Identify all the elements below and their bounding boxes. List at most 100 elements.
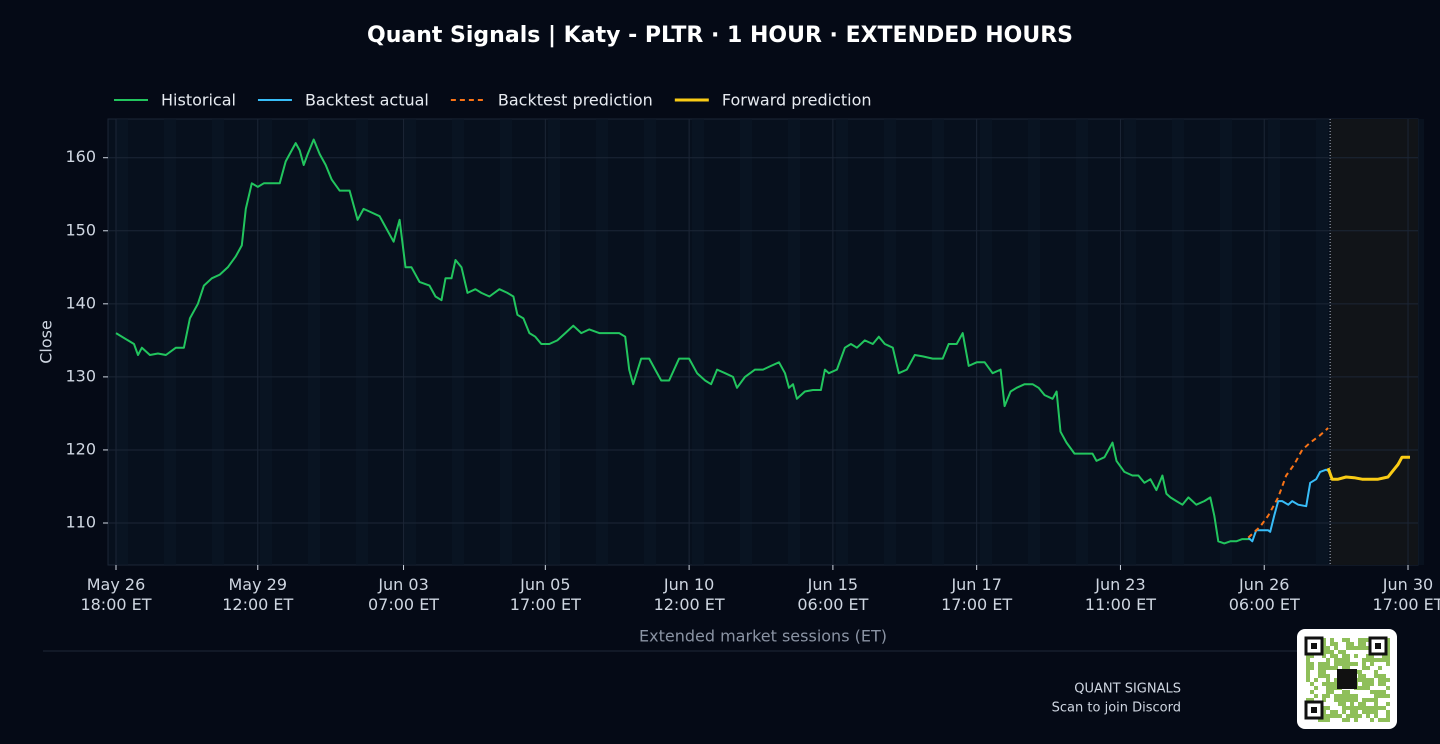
qr-cell [1342, 710, 1346, 714]
forecast-region [1330, 119, 1418, 565]
qr-cell [1362, 662, 1366, 666]
session-band [740, 119, 752, 565]
qr-cell [1342, 650, 1346, 654]
qr-cell [1330, 666, 1334, 670]
qr-cell [1334, 666, 1338, 670]
y-tick-label: 130 [65, 366, 96, 385]
qr-cell [1362, 642, 1366, 646]
qr-cell [1342, 658, 1346, 662]
session-band [1220, 119, 1232, 565]
qr-cell [1386, 642, 1390, 646]
qr-cell [1310, 698, 1314, 702]
qr-cell [1326, 674, 1330, 678]
qr-cell [1386, 646, 1390, 650]
qr-cell [1338, 714, 1342, 718]
qr-cell [1330, 650, 1334, 654]
qr-cell [1334, 686, 1338, 690]
qr-cell [1322, 646, 1326, 650]
qr-cell [1374, 690, 1378, 694]
qr-cell [1358, 646, 1362, 650]
qr-cell [1362, 646, 1366, 650]
qr-cell [1362, 710, 1366, 714]
qr-cell [1358, 638, 1362, 642]
qr-cell [1370, 654, 1374, 658]
qr-cell [1342, 706, 1346, 710]
qr-cell [1366, 706, 1370, 710]
qr-cell [1322, 674, 1326, 678]
qr-cell [1318, 718, 1322, 722]
x-tick-label: May 29 12:00 ET [222, 575, 294, 614]
qr-cell [1362, 706, 1366, 710]
qr-cell [1354, 714, 1358, 718]
qr-cell [1374, 670, 1378, 674]
qr-cell [1346, 666, 1350, 670]
x-tick-label: Jun 26 06:00 ET [1228, 575, 1300, 614]
qr-cell [1326, 646, 1330, 650]
qr-cell [1334, 662, 1338, 666]
qr-cell [1330, 690, 1334, 694]
qr-cell [1322, 710, 1326, 714]
session-band [1316, 119, 1328, 565]
qr-cell [1378, 690, 1382, 694]
qr-cell [1334, 714, 1338, 718]
qr-cell [1334, 694, 1338, 698]
qr-cell [1330, 710, 1334, 714]
qr-cell [1362, 702, 1366, 706]
session-band [644, 119, 656, 565]
qr-cell [1326, 686, 1330, 690]
series-line [115, 138, 1251, 545]
qr-cell [1310, 690, 1314, 694]
qr-cell [1374, 710, 1378, 714]
qr-cell [1382, 694, 1386, 698]
qr-cell [1362, 686, 1366, 690]
qr-cell [1358, 674, 1362, 678]
qr-cell [1354, 698, 1358, 702]
qr-cell [1366, 710, 1370, 714]
session-band [1076, 119, 1088, 565]
series-line [1247, 468, 1331, 543]
qr-cell [1326, 678, 1330, 682]
qr-cell [1330, 686, 1334, 690]
qr-cell [1346, 698, 1350, 702]
plot-area [107, 118, 1424, 566]
qr-cell [1366, 638, 1370, 642]
qr-cell [1322, 698, 1326, 702]
qr-cell [1338, 698, 1342, 702]
qr-logo [1337, 669, 1357, 689]
qr-cell [1374, 674, 1378, 678]
qr-cell [1326, 694, 1330, 698]
qr-cell [1386, 702, 1390, 706]
session-band [212, 119, 224, 565]
session-band [500, 119, 512, 565]
qr-cell [1374, 714, 1378, 718]
qr-cell [1354, 646, 1358, 650]
qr-cell [1334, 710, 1338, 714]
y-tick-label: 140 [65, 293, 96, 312]
qr-cell [1386, 718, 1390, 722]
qr-cell [1346, 642, 1350, 646]
qr-cell [1318, 670, 1322, 674]
qr-cell [1358, 686, 1362, 690]
qr-cell [1330, 714, 1334, 718]
qr-cell [1382, 678, 1386, 682]
x-tick-label: Jun 17 17:00 ET [941, 575, 1013, 614]
qr-cell [1382, 690, 1386, 694]
qr-cell [1374, 658, 1378, 662]
x-tick-label: Jun 05 17:00 ET [509, 575, 581, 614]
x-tick-label: Jun 15 06:00 ET [797, 575, 869, 614]
qr-cell [1306, 654, 1310, 658]
qr-cell [1322, 694, 1326, 698]
session-band [308, 119, 320, 565]
qr-cell [1350, 698, 1354, 702]
qr-cell [1322, 718, 1326, 722]
series-line [1247, 427, 1329, 539]
qr-cell [1334, 682, 1338, 686]
qr-cell [1386, 650, 1390, 654]
qr-cell [1358, 642, 1362, 646]
qr-finder [1375, 643, 1381, 649]
session-band [836, 119, 848, 565]
qr-cell [1362, 678, 1366, 682]
qr-cell [1378, 658, 1382, 662]
qr-cell [1346, 694, 1350, 698]
qr-cell [1386, 710, 1390, 714]
